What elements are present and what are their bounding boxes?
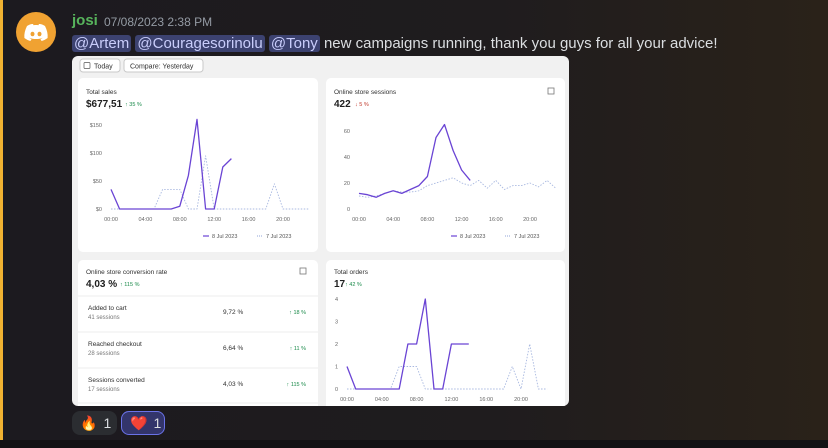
y-tick-label: 4 xyxy=(335,297,338,303)
card-value: 422 xyxy=(334,99,351,110)
series-line xyxy=(358,123,471,198)
embed-image[interactable]: Today Compare: Yesterday Total sales $67… xyxy=(72,56,569,406)
series-line xyxy=(346,298,469,390)
y-tick-label: 60 xyxy=(344,129,350,135)
x-tick-label: 16:00 xyxy=(479,397,493,403)
message-text: @Artem @Couragesorinolu @Tony new campai… xyxy=(72,35,718,52)
username[interactable]: josi xyxy=(72,12,98,29)
legend-label: 7 Jul 2023 xyxy=(266,234,291,240)
avatar-icon xyxy=(24,24,48,41)
y-tick-label: 0 xyxy=(335,387,338,393)
x-tick-label: 04:00 xyxy=(375,397,389,403)
avatar[interactable] xyxy=(16,12,56,52)
timestamp: 07/08/2023 2:38 PM xyxy=(104,15,213,29)
card-change: ↑ 35 % xyxy=(125,102,142,108)
x-tick-label: 08:00 xyxy=(421,217,435,223)
card-title: Online store conversion rate xyxy=(86,269,168,276)
y-tick-label: $0 xyxy=(96,207,102,213)
change: 18 % xyxy=(293,310,306,316)
x-tick-label: 08:00 xyxy=(173,217,187,223)
y-tick-label: 3 xyxy=(335,320,338,326)
x-tick-label: 12:00 xyxy=(455,217,469,223)
card-value: $677,51 xyxy=(86,99,123,110)
card xyxy=(326,78,565,252)
y-tick-label: 20 xyxy=(344,181,350,187)
series-line xyxy=(111,155,309,210)
card-change: ↓ 5 % xyxy=(355,102,369,108)
card-title: Total sales xyxy=(86,89,117,96)
row-label: Sessions converted xyxy=(88,377,145,384)
row-change: ↑ 18 % xyxy=(289,310,306,316)
x-tick-label: 04:00 xyxy=(139,217,153,223)
x-tick-label: 04:00 xyxy=(386,217,400,223)
button xyxy=(79,58,121,73)
row-value: 4,03 % xyxy=(223,381,243,388)
row-sub: 41 sessions xyxy=(88,315,120,321)
mention[interactable]: @Tony xyxy=(268,35,320,52)
count: 1 xyxy=(153,415,162,431)
card-title: Online store sessions xyxy=(334,89,397,96)
card xyxy=(326,260,565,406)
row-value: 9,72 % xyxy=(223,309,243,316)
legend-label: 8 Jul 2023 xyxy=(460,234,485,240)
emoji: ❤️ xyxy=(130,414,148,431)
card xyxy=(78,260,318,406)
y-tick-label: 2 xyxy=(335,342,338,348)
highlight-bar xyxy=(0,0,3,448)
x-tick-label: 20:00 xyxy=(514,397,528,403)
row-label: Added to cart xyxy=(88,305,127,312)
change: 42 % xyxy=(349,282,362,288)
y-tick-label: $150 xyxy=(90,123,102,129)
x-tick-label: 20:00 xyxy=(523,217,537,223)
legend-label: 7 Jul 2023 xyxy=(514,234,539,240)
row-value: 6,64 % xyxy=(223,345,243,352)
change: 35 % xyxy=(129,102,142,108)
x-tick-label: 08:00 xyxy=(410,397,424,403)
y-tick-label: $50 xyxy=(93,179,102,185)
bottom-strip xyxy=(0,440,828,448)
emoji: 🔥 xyxy=(80,414,98,431)
calendar-icon xyxy=(83,62,91,69)
card-value: 17 xyxy=(334,279,346,290)
button xyxy=(123,58,204,73)
x-tick-label: 00:00 xyxy=(340,397,354,403)
text: new campaigns running, thank you guys fo… xyxy=(323,35,718,52)
y-tick-label: 0 xyxy=(347,207,350,213)
row-label: Reached checkout xyxy=(88,341,142,348)
y-tick-label: 40 xyxy=(344,155,350,161)
row-change: ↑ 11 % xyxy=(290,346,307,352)
button-label: Compare: Yesterday xyxy=(130,64,194,71)
row-sub: 17 sessions xyxy=(88,387,120,393)
change: 11 % xyxy=(294,346,306,352)
x-tick-label: 16:00 xyxy=(242,217,256,223)
card-value: 4,03 % xyxy=(86,279,117,290)
reaction[interactable]: ❤️ 1 xyxy=(121,411,165,435)
count: 1 xyxy=(103,415,112,431)
reaction[interactable]: 🔥 1 xyxy=(72,411,117,435)
y-tick-label: 1 xyxy=(335,365,338,371)
button-label: Today xyxy=(94,64,113,71)
legend-label: 8 Jul 2023 xyxy=(212,234,237,240)
mention[interactable]: @Couragesorinolu xyxy=(135,35,265,52)
mention[interactable]: @Artem xyxy=(72,35,132,52)
icon xyxy=(299,267,307,275)
row-change: ↑ 115 % xyxy=(287,382,307,388)
x-tick-label: 00:00 xyxy=(352,217,366,223)
card-change: ↑ 42 % xyxy=(345,282,362,288)
row-sub: 28 sessions xyxy=(88,351,120,357)
card-title: Total orders xyxy=(334,269,369,276)
change: 115 % xyxy=(124,282,139,288)
x-tick-label: 16:00 xyxy=(489,217,503,223)
change: 5 % xyxy=(359,102,369,108)
x-tick-label: 12:00 xyxy=(445,397,459,403)
y-tick-label: $100 xyxy=(90,151,102,157)
series-line xyxy=(110,118,232,210)
x-tick-label: 12:00 xyxy=(207,217,221,223)
change: 115 % xyxy=(291,382,306,388)
x-tick-label: 20:00 xyxy=(276,217,290,223)
x-tick-label: 00:00 xyxy=(104,217,118,223)
card-change: ↑ 115 % xyxy=(120,282,140,288)
icon xyxy=(547,87,555,95)
